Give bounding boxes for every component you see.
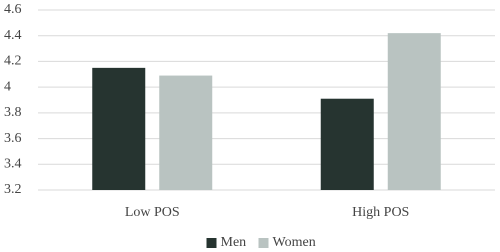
y-tick-label: 3.2 <box>4 182 22 197</box>
legend-swatch <box>258 238 269 248</box>
bar <box>387 33 441 191</box>
bar <box>320 98 374 190</box>
y-tick-label: 3.4 <box>4 157 22 172</box>
x-tick-label: Low POS <box>125 205 180 220</box>
y-tick-label: 3.8 <box>4 105 22 120</box>
y-tick-label: 4.2 <box>4 54 22 69</box>
y-tick-label: 3.6 <box>4 131 22 146</box>
bar <box>92 67 146 190</box>
legend-label: Men <box>221 235 247 250</box>
y-tick-label: 4 <box>4 79 11 94</box>
y-tick-label: 4.4 <box>4 28 22 43</box>
y-tick-label: 4.6 <box>4 2 22 17</box>
x-tick-label: High POS <box>352 205 409 220</box>
legend-swatch <box>206 238 217 248</box>
bar <box>159 75 213 190</box>
legend-label: Women <box>273 235 316 250</box>
